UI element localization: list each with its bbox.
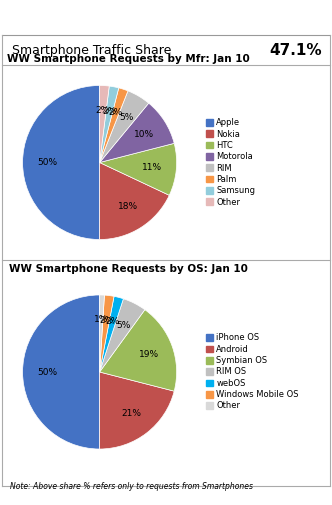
- Text: 2%: 2%: [96, 106, 110, 115]
- Text: 21%: 21%: [122, 409, 142, 418]
- Text: 1%: 1%: [94, 315, 109, 324]
- Text: 18%: 18%: [118, 202, 138, 211]
- Text: Smartphone Traffic Share: Smartphone Traffic Share: [12, 43, 171, 57]
- Text: 2%: 2%: [109, 108, 123, 117]
- Text: 5%: 5%: [119, 113, 133, 122]
- Text: 11%: 11%: [142, 163, 162, 172]
- Text: 50%: 50%: [37, 158, 57, 167]
- Legend: iPhone OS, Android, Symbian OS, RIM OS, webOS, Windows Mobile OS, Other: iPhone OS, Android, Symbian OS, RIM OS, …: [204, 332, 300, 412]
- Title: WW Smartphone Requests by OS: Jan 10: WW Smartphone Requests by OS: Jan 10: [9, 264, 248, 274]
- Wedge shape: [100, 85, 109, 163]
- Text: 2%: 2%: [106, 317, 120, 326]
- Wedge shape: [100, 88, 128, 163]
- Wedge shape: [100, 372, 174, 449]
- Text: 47.1%: 47.1%: [269, 42, 322, 58]
- Wedge shape: [100, 296, 124, 372]
- Wedge shape: [100, 310, 177, 391]
- Text: 50%: 50%: [37, 368, 57, 377]
- Wedge shape: [100, 295, 105, 372]
- Text: 2%: 2%: [99, 316, 113, 325]
- Wedge shape: [100, 299, 145, 372]
- Wedge shape: [23, 85, 100, 239]
- Wedge shape: [100, 143, 177, 195]
- Text: 10%: 10%: [134, 130, 154, 139]
- Title: WW Smartphone Requests by Mfr: Jan 10: WW Smartphone Requests by Mfr: Jan 10: [7, 54, 250, 64]
- Text: Note: Above share % refers only to requests from Smartphones: Note: Above share % refers only to reque…: [10, 482, 253, 491]
- Wedge shape: [100, 103, 174, 163]
- Wedge shape: [23, 295, 100, 449]
- Text: Smartphone Traffic - Worldwide: Smartphone Traffic - Worldwide: [12, 11, 260, 25]
- Text: 5%: 5%: [116, 321, 130, 330]
- Text: 2%: 2%: [102, 107, 117, 116]
- Text: 19%: 19%: [139, 350, 159, 359]
- Wedge shape: [100, 163, 169, 239]
- Legend: Apple, Nokia, HTC, Motorola, RIM, Palm, Samsung, Other: Apple, Nokia, HTC, Motorola, RIM, Palm, …: [204, 117, 257, 209]
- Wedge shape: [100, 295, 114, 372]
- Wedge shape: [100, 86, 119, 163]
- Wedge shape: [100, 91, 149, 163]
